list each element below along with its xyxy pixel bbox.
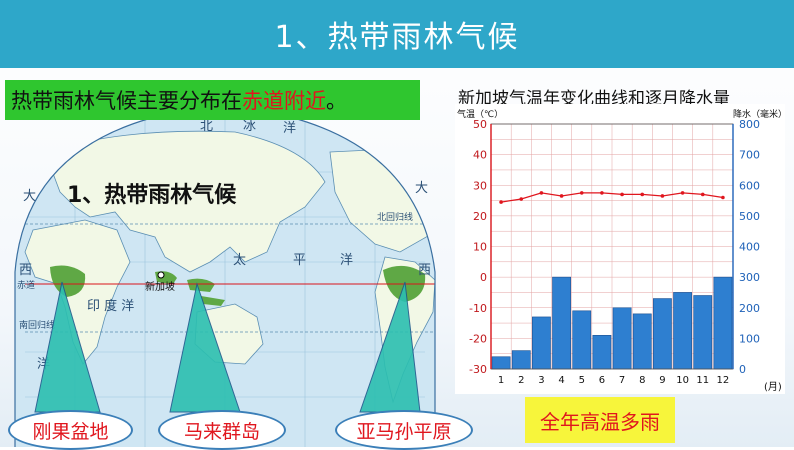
label-equator: 赤道 <box>17 279 35 291</box>
eurasia-landmass <box>44 130 326 273</box>
y-right-tick-label: 800 <box>739 118 760 131</box>
region-bubble-amazon: 亚马孙平原 <box>335 410 473 450</box>
banner-highlight: 赤道附近 <box>242 89 326 113</box>
label-indian-ocean: 印 度 洋 <box>87 298 134 314</box>
label-west-right: 西 <box>418 263 431 278</box>
temperature-point-5 <box>579 191 584 195</box>
label-ocean-north: 洋 <box>283 121 296 136</box>
label-ice: 冰 <box>243 119 256 134</box>
distribution-banner: 热带雨林气候主要分布在 赤道附近。 <box>5 80 420 120</box>
x-axis-unit: (月) <box>764 381 782 393</box>
label-ping: 平 <box>293 253 306 268</box>
y-left-tick-label: 20 <box>473 210 487 223</box>
y-left-tick-label: -30 <box>469 363 487 376</box>
x-tick-label: 4 <box>558 375 564 386</box>
precipitation-bar-9 <box>653 298 672 370</box>
region-bubble-congo: 刚果盆地 <box>8 410 133 450</box>
y-left-tick-label: 30 <box>473 179 487 192</box>
x-tick-label: 12 <box>717 375 730 386</box>
temperature-point-7 <box>620 192 624 197</box>
region-bubble-malay: 马来群岛 <box>158 410 286 450</box>
label-yang: 洋 <box>340 253 353 268</box>
x-tick-label: 5 <box>579 375 585 386</box>
precipitation-bar-12 <box>713 276 733 370</box>
y-right-tick-label: 400 <box>739 241 760 254</box>
y-left-tick-label: -10 <box>469 302 487 315</box>
world-map: 1、热带雨林气候 北 冰 洋 大 大 西 西 洋 太 平 洋 印 度 洋 赤道 … <box>14 116 436 447</box>
precipitation-bar-3 <box>532 316 551 370</box>
temperature-point-12 <box>721 195 725 200</box>
temperature-point-1 <box>499 200 503 204</box>
precipitation-bar-2 <box>511 350 531 370</box>
label-north: 北 <box>200 119 213 134</box>
y-left-tick-label: 0 <box>480 271 487 284</box>
x-tick-label: 11 <box>696 375 709 386</box>
precipitation-bar-6 <box>592 335 612 370</box>
y-left-tick-label: 40 <box>473 149 487 162</box>
y-right-tick-label: 300 <box>739 271 760 284</box>
label-large-right: 大 <box>415 181 428 196</box>
y-right-tick-label: 100 <box>739 332 760 345</box>
label-north-tropic: 北回归线 <box>377 211 413 223</box>
precipitation-bar-4 <box>552 276 571 370</box>
y-left-tick-label: 50 <box>473 118 487 131</box>
map-heading: 1、热带雨林气候 <box>67 182 237 208</box>
y-left-tick-label: -20 <box>469 332 487 345</box>
precipitation-bar-5 <box>572 310 592 370</box>
precipitation-bar-10 <box>673 292 692 370</box>
page-title: 1、热带雨林气候 <box>274 20 520 55</box>
x-tick-label: 10 <box>676 375 689 386</box>
precipitation-bar-7 <box>612 307 632 370</box>
precipitation-bar-8 <box>632 313 652 370</box>
temperature-line <box>501 192 723 203</box>
rainforest-congo <box>50 265 86 297</box>
temperature-point-3 <box>539 191 544 195</box>
y-right-tick-label: 700 <box>739 149 760 162</box>
label-singapore: 新加坡 <box>145 280 175 293</box>
singapore-marker <box>157 271 165 279</box>
climate-conclusion: 全年高温多雨 <box>525 397 675 443</box>
x-tick-label: 7 <box>619 375 625 386</box>
rainforest-malay <box>155 271 225 306</box>
climate-chart: 气温（℃） 降水（毫米） (月) 50403020100-10-20-30800… <box>455 104 785 394</box>
temperature-point-11 <box>700 192 705 197</box>
x-tick-label: 2 <box>518 375 524 386</box>
x-tick-label: 3 <box>538 375 544 386</box>
y-right-axis-title: 降水（毫米） <box>733 108 785 120</box>
temperature-point-6 <box>600 191 604 195</box>
precipitation-bar-11 <box>693 295 713 370</box>
temperature-point-9 <box>660 194 665 198</box>
temperature-point-2 <box>519 197 524 201</box>
label-tai: 太 <box>233 253 246 268</box>
temperature-point-4 <box>559 194 564 198</box>
label-large-left: 大 <box>23 189 36 204</box>
precipitation-bar-1 <box>491 356 511 370</box>
y-left-tick-label: 10 <box>473 241 487 254</box>
banner-text-3: 。 <box>326 89 347 113</box>
y-right-tick-label: 500 <box>739 210 760 223</box>
temperature-point-10 <box>680 191 685 195</box>
title-bar: 1、热带雨林气候 <box>0 0 794 68</box>
label-west-left: 西 <box>19 263 32 278</box>
y-right-tick-label: 0 <box>739 363 746 376</box>
x-tick-label: 1 <box>498 375 504 386</box>
temperature-point-8 <box>640 192 645 197</box>
label-south-tropic: 南回归线 <box>19 319 55 331</box>
banner-text-1: 热带雨林气候主要分布在 <box>11 89 242 113</box>
x-tick-label: 6 <box>599 375 605 386</box>
y-left-axis-title: 气温（℃） <box>457 108 503 120</box>
y-right-tick-label: 200 <box>739 302 760 315</box>
x-tick-label: 9 <box>659 375 665 386</box>
y-right-tick-label: 600 <box>739 179 760 192</box>
x-tick-label: 8 <box>639 375 645 386</box>
